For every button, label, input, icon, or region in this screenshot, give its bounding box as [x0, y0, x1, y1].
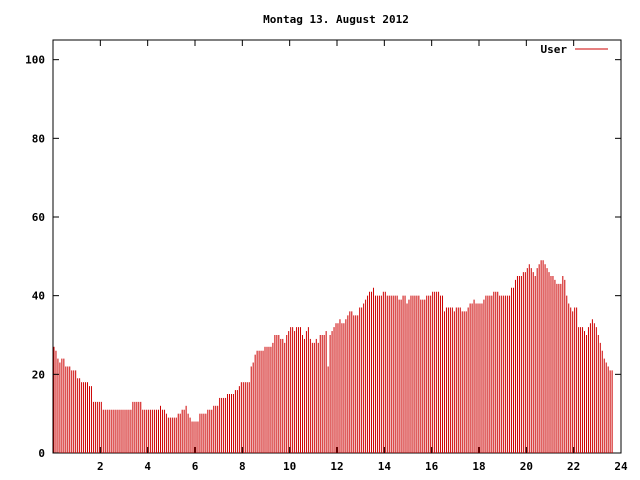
bar-series — [53, 260, 613, 453]
x-tick-label: 8 — [239, 460, 246, 473]
x-tick-label: 12 — [330, 460, 343, 473]
x-tick-label: 22 — [567, 460, 580, 473]
chart-title: Montag 13. August 2012 — [263, 13, 409, 26]
plot-frame — [52, 39, 622, 454]
y-tick-label: 20 — [32, 368, 45, 381]
x-tick-label: 2 — [97, 460, 104, 473]
x-tick-label: 16 — [425, 460, 439, 473]
legend-label-user: User — [541, 43, 568, 56]
y-tick-label: 40 — [32, 290, 45, 303]
x-tick-label: 6 — [192, 460, 199, 473]
x-tick-label: 10 — [283, 460, 296, 473]
x-tick-label: 18 — [472, 460, 485, 473]
legend: User — [541, 43, 608, 56]
x-tick-label: 14 — [378, 460, 392, 473]
y-tick-label: 60 — [32, 211, 45, 224]
y-tick-label: 100 — [25, 54, 45, 67]
x-tick-label: 24 — [614, 460, 628, 473]
y-tick-label: 0 — [38, 447, 45, 460]
x-tick-label: 4 — [144, 460, 151, 473]
x-tick-label: 20 — [520, 460, 533, 473]
y-tick-label: 80 — [32, 132, 45, 145]
